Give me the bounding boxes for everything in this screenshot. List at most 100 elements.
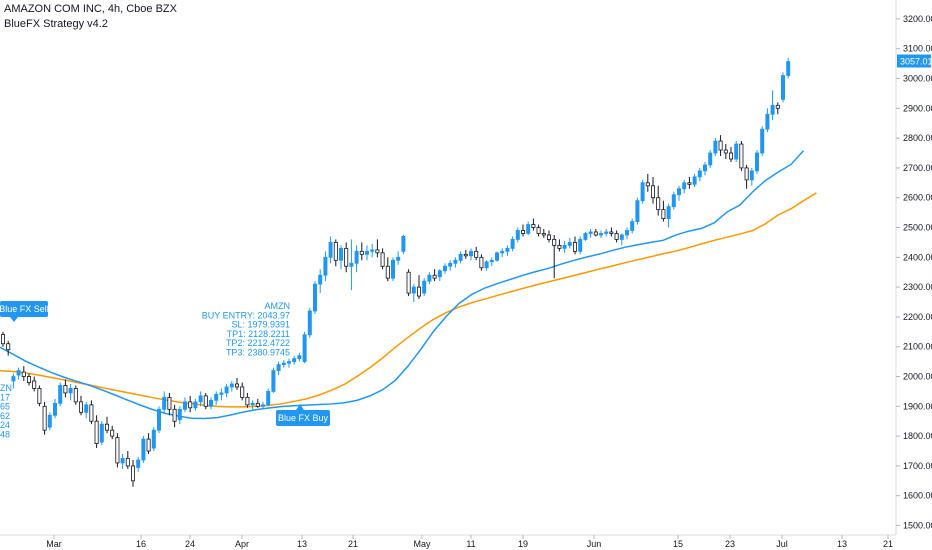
candle xyxy=(198,391,203,407)
candle xyxy=(68,383,73,401)
candle-body xyxy=(6,343,11,351)
partial-annotation-line: 65 xyxy=(0,402,10,412)
candles xyxy=(0,57,791,487)
candle xyxy=(651,176,656,204)
sell-signal[interactable]: Blue FX Sell xyxy=(0,301,49,322)
candle xyxy=(125,451,130,469)
candle xyxy=(208,397,213,410)
candle-body xyxy=(260,404,265,407)
candle xyxy=(682,179,687,194)
candle-body xyxy=(442,265,447,272)
candle xyxy=(755,150,760,174)
candle xyxy=(359,242,364,261)
candle xyxy=(385,257,390,282)
candle xyxy=(188,395,193,413)
candle xyxy=(666,203,671,228)
candle xyxy=(442,263,447,274)
y-tick-label: 1900.00 xyxy=(903,401,932,411)
buy-signal[interactable]: Blue FX Buy xyxy=(276,404,330,426)
candle-body xyxy=(515,230,520,240)
candle-body xyxy=(266,391,271,406)
y-axis[interactable]: 1500.00 1600.00 1700.00 1800.00 1900.00 2000.… xyxy=(896,14,932,531)
signals: Blue FX Sell Blue FX Buy xyxy=(0,301,330,426)
x-tick-label: 24 xyxy=(185,539,195,549)
plot-background xyxy=(0,0,896,535)
annotation-line: TP1: 2128.2211 xyxy=(227,329,290,339)
candle-body xyxy=(588,231,593,234)
candle xyxy=(307,307,312,338)
candle xyxy=(640,179,645,204)
candle-body xyxy=(219,392,224,395)
y-tick-label: 1700.00 xyxy=(903,461,932,471)
candle xyxy=(609,227,614,237)
signal-label: Blue FX Buy xyxy=(278,413,329,423)
candle-body xyxy=(167,396,172,410)
candle xyxy=(302,331,307,364)
candle-body xyxy=(432,274,437,279)
candle xyxy=(286,358,291,368)
y-tick-label: 2500.00 xyxy=(903,223,932,233)
candle xyxy=(370,243,375,258)
strategy-title: BlueFX Strategy v4.2 xyxy=(4,18,108,30)
partial-annotation-line: 17 xyxy=(0,392,10,402)
candle xyxy=(645,173,650,192)
candle xyxy=(328,236,333,264)
candle-body xyxy=(250,402,255,406)
candle xyxy=(245,392,250,408)
candle xyxy=(625,227,630,240)
candle-body xyxy=(697,170,702,178)
candle-body xyxy=(323,256,328,276)
candle-body xyxy=(32,380,37,389)
candle-body xyxy=(53,402,58,416)
candle xyxy=(364,245,369,261)
candle xyxy=(479,254,484,271)
candle xyxy=(63,379,68,398)
candle xyxy=(167,392,172,416)
candle xyxy=(526,221,531,235)
candle xyxy=(281,360,286,368)
x-tick-label: Jun xyxy=(587,539,602,549)
candle-body xyxy=(708,152,713,166)
candle xyxy=(770,90,775,121)
candle-body xyxy=(214,394,219,401)
candle xyxy=(292,355,297,365)
candle-body xyxy=(318,274,323,285)
signal-box xyxy=(0,301,48,317)
candle-body xyxy=(276,364,281,371)
candle-body xyxy=(286,361,291,364)
candle xyxy=(437,269,442,282)
candle-body xyxy=(16,370,21,376)
candle-body xyxy=(94,420,99,444)
candle-body xyxy=(333,242,338,261)
y-tick-label: 2700.00 xyxy=(903,163,932,173)
candle xyxy=(458,251,463,264)
candle-body xyxy=(718,140,723,151)
candle xyxy=(266,388,271,407)
x-tick-label: Mar xyxy=(46,539,62,549)
y-tick-label: 2800.00 xyxy=(903,133,932,143)
candle xyxy=(375,239,380,258)
candle-body xyxy=(224,386,229,394)
x-axis[interactable]: Mar 16 24 Apr 13 21 May 11 19 Jun 15 23 Jul 13 21 xyxy=(46,535,893,549)
ema-fast-series xyxy=(0,150,805,420)
candle xyxy=(151,427,156,452)
candle-body xyxy=(635,200,640,222)
candle-body xyxy=(578,239,583,252)
y-tick-label: 2100.00 xyxy=(903,342,932,352)
candle xyxy=(619,233,624,246)
candle-body xyxy=(58,385,63,404)
candle-body xyxy=(203,395,208,407)
candle-body xyxy=(625,230,630,236)
candle-body xyxy=(651,185,656,199)
candle xyxy=(354,245,359,273)
candle xyxy=(635,197,640,225)
candle-body xyxy=(344,247,349,267)
candle-body xyxy=(328,242,333,258)
candle xyxy=(297,352,302,362)
y-tick-label: 2200.00 xyxy=(903,312,932,322)
candle-body xyxy=(775,104,780,109)
candle-body xyxy=(188,401,193,409)
candle-body xyxy=(105,423,110,431)
candle-body xyxy=(682,182,687,190)
